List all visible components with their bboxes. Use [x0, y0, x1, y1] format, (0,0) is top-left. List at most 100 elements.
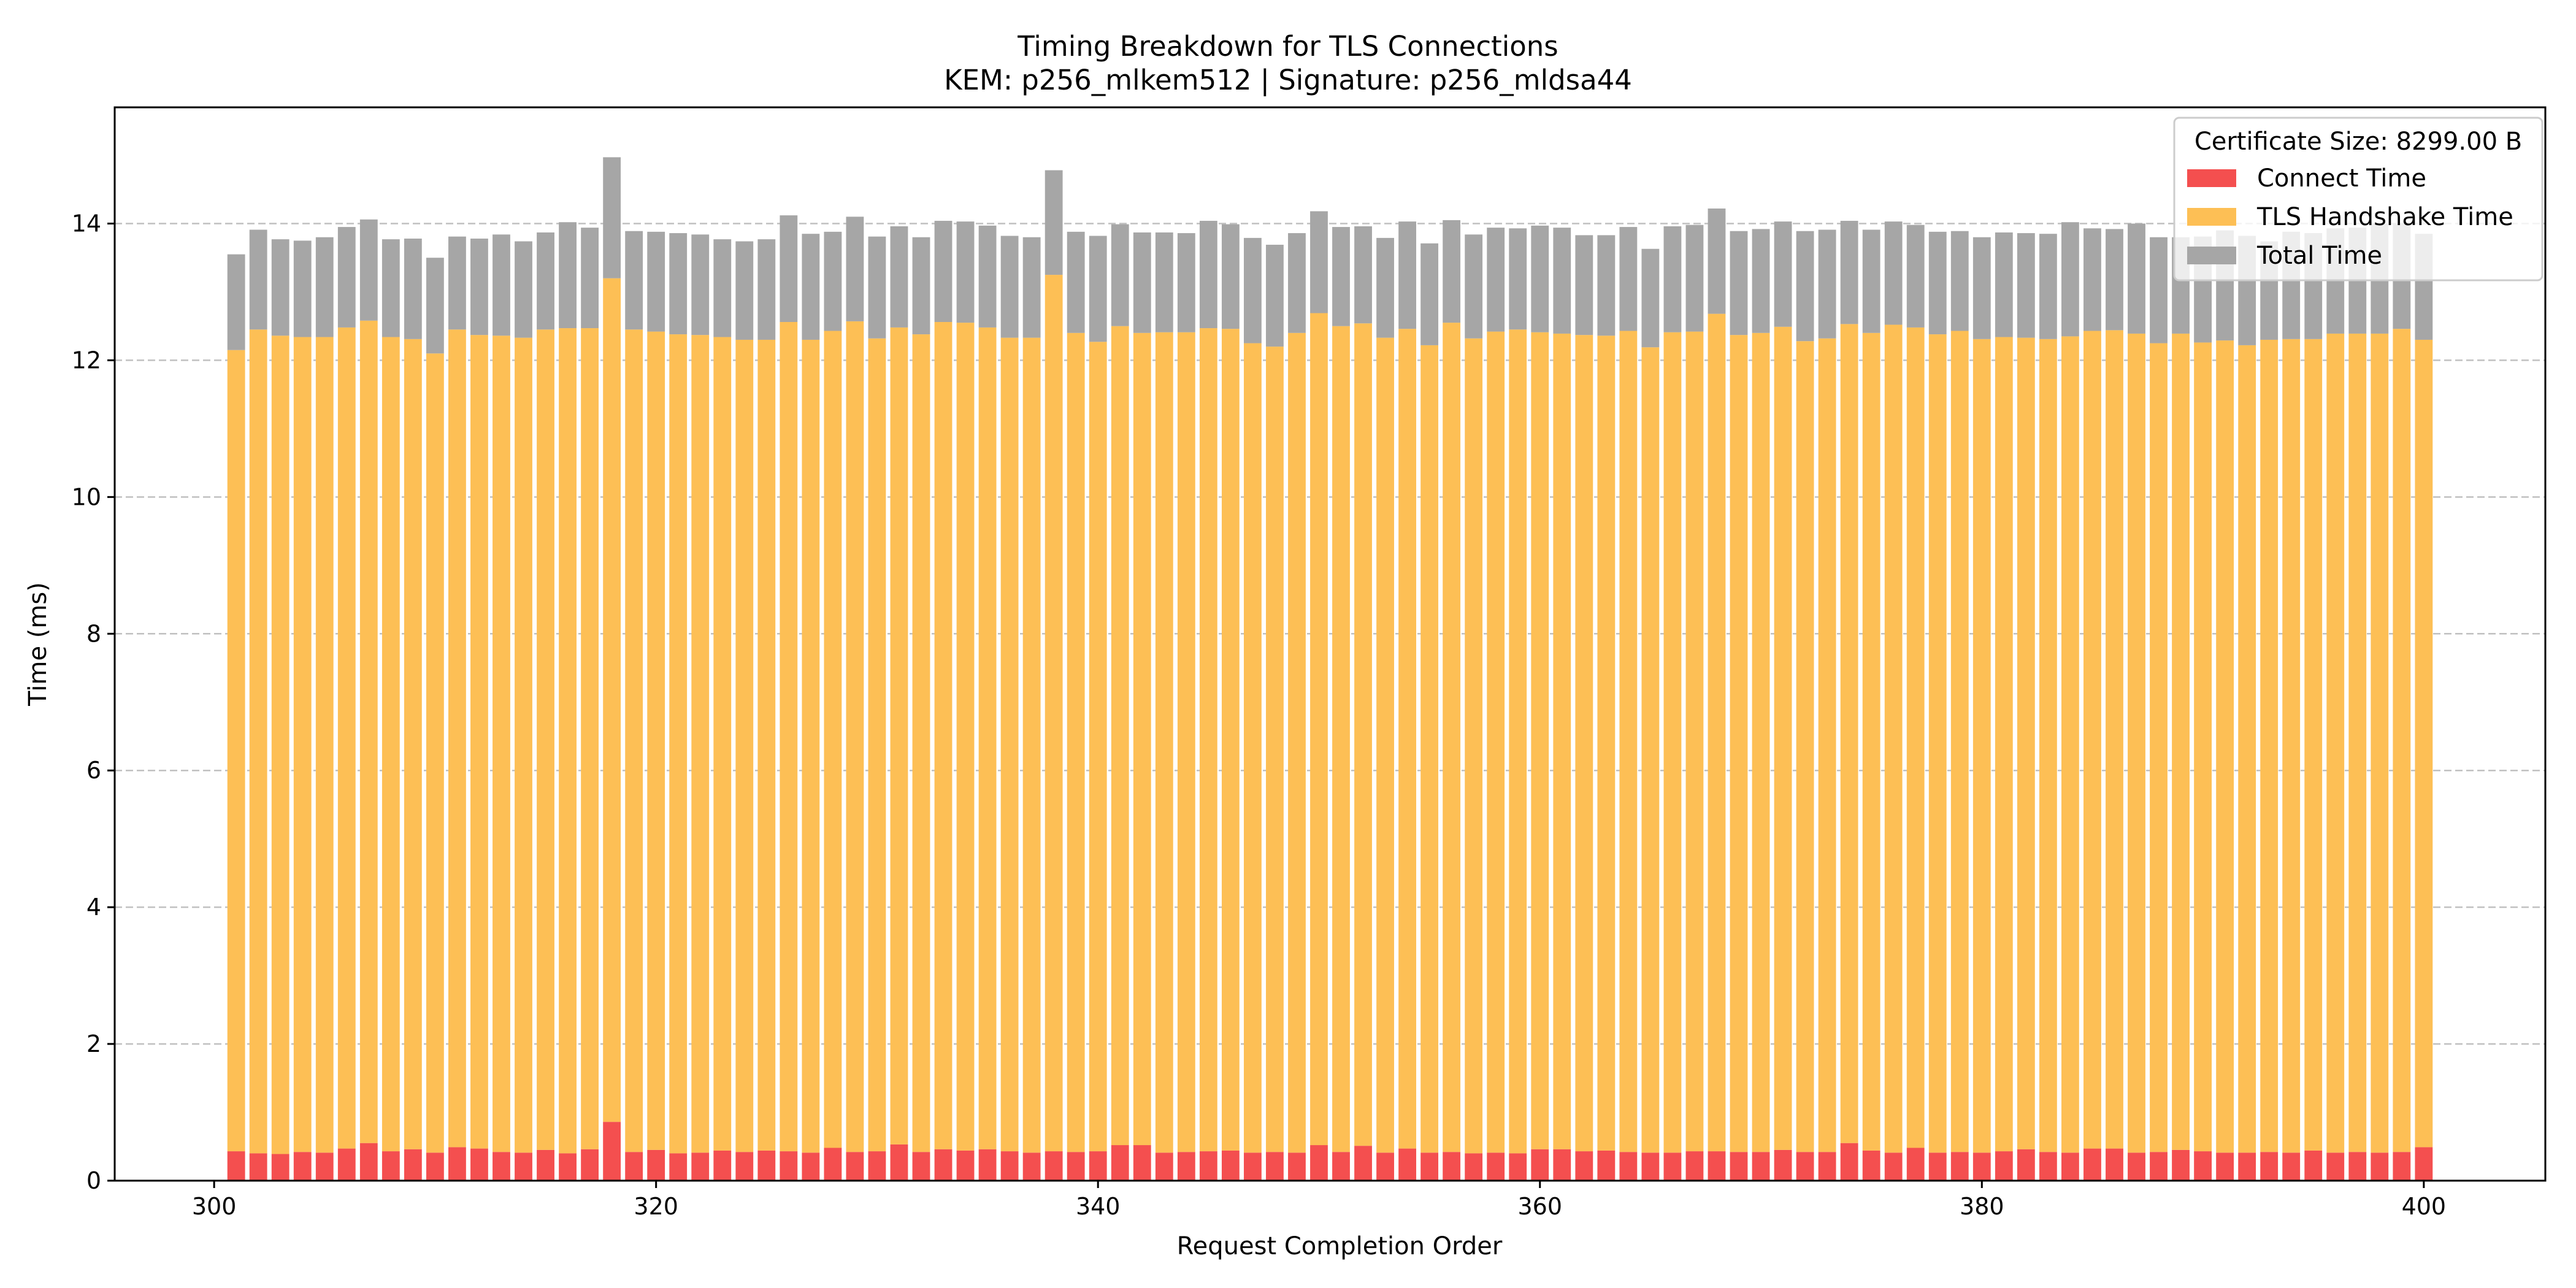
bar-connect	[1045, 1151, 1063, 1181]
bar-total	[1531, 225, 1549, 332]
bar-connect	[824, 1148, 842, 1181]
bar-handshake	[1972, 339, 1991, 1153]
bar-connect	[1332, 1152, 1350, 1181]
bar-connect	[603, 1122, 621, 1181]
plot-frame	[113, 106, 2547, 1182]
bar-connect	[2282, 1152, 2301, 1181]
bar-connect	[1818, 1152, 1836, 1181]
bar-total	[1509, 228, 1527, 330]
bar-connect	[1509, 1153, 1527, 1181]
chart-title: Timing Breakdown for TLS Connections	[1017, 30, 1558, 63]
bar-total	[404, 239, 422, 339]
x-tick-label: 340	[1076, 1193, 1121, 1220]
bar-total	[1199, 221, 1217, 329]
bar-total	[978, 225, 997, 328]
bar-connect	[1111, 1145, 1129, 1181]
bar-total	[1221, 224, 1240, 329]
bar-handshake	[581, 328, 599, 1149]
bar-handshake	[493, 335, 510, 1152]
x-tick-label: 400	[2402, 1193, 2447, 1220]
bar-handshake	[1199, 328, 1217, 1152]
bar-handshake	[1067, 332, 1085, 1152]
bar-total	[735, 241, 754, 340]
bar-connect	[1928, 1152, 1947, 1181]
bar-total	[1465, 234, 1483, 339]
legend-label-total: Total Time	[2256, 242, 2382, 270]
bar-total	[1862, 229, 1880, 333]
bar-handshake	[1995, 337, 2013, 1152]
bar-total	[890, 226, 908, 328]
bar-handshake	[2106, 330, 2123, 1149]
bar-handshake	[846, 321, 864, 1152]
bar-handshake	[1884, 324, 1903, 1153]
bar-handshake	[2282, 339, 2301, 1153]
bar-connect	[2238, 1152, 2256, 1181]
bar-handshake	[912, 334, 930, 1152]
bar-connect	[735, 1152, 754, 1181]
bar-total	[1928, 231, 1947, 335]
y-tick-label: 0	[86, 1167, 101, 1194]
bar-handshake	[1862, 332, 1880, 1151]
bar-total	[1000, 236, 1019, 338]
bar-connect	[2150, 1152, 2168, 1181]
bar-total	[1067, 231, 1085, 333]
bar-connect	[381, 1151, 400, 1181]
bar-connect	[515, 1152, 532, 1181]
bar-total	[1155, 232, 1173, 332]
bar-handshake	[625, 329, 643, 1152]
bar-connect	[934, 1149, 953, 1181]
y-tick-label: 4	[86, 894, 101, 921]
bar-handshake	[647, 331, 665, 1150]
bar-connect	[404, 1149, 422, 1181]
bar-total	[1332, 227, 1350, 326]
y-tick-label: 2	[86, 1030, 101, 1057]
bar-connect	[1950, 1152, 1969, 1181]
bar-connect	[625, 1152, 643, 1181]
bar-connect	[2039, 1152, 2057, 1181]
bar-total	[1840, 221, 1858, 324]
bar-handshake	[404, 339, 422, 1149]
y-tick-label: 14	[72, 210, 101, 237]
bar-total	[1774, 221, 1792, 327]
bar-total	[1752, 229, 1770, 333]
bar-total	[1177, 233, 1195, 332]
bar-handshake	[1663, 332, 1682, 1153]
bar-handshake	[315, 337, 334, 1153]
bar-total	[2039, 234, 2057, 339]
bar-handshake	[1000, 337, 1019, 1152]
bar-handshake	[2415, 339, 2433, 1148]
bar-handshake	[359, 320, 378, 1143]
bar-total	[1420, 243, 1439, 345]
bar-total	[1443, 220, 1461, 323]
bar-total	[2150, 237, 2168, 343]
bar-handshake	[1487, 331, 1505, 1153]
bar-connect	[2393, 1152, 2411, 1181]
bar-connect	[227, 1151, 245, 1181]
bar-total	[691, 234, 710, 335]
bar-handshake	[735, 339, 754, 1152]
bar-handshake	[1619, 331, 1638, 1152]
bar-handshake	[448, 329, 466, 1148]
bar-handshake	[1310, 313, 1328, 1146]
bar-total	[315, 237, 334, 337]
bar-total	[1730, 231, 1748, 335]
bar-handshake	[713, 337, 732, 1151]
bar-connect	[293, 1152, 312, 1181]
bar-handshake	[934, 322, 953, 1149]
bar-connect	[1796, 1152, 1814, 1181]
bar-total	[359, 219, 378, 321]
bar-total	[271, 239, 289, 336]
bar-total	[1354, 226, 1372, 324]
bar-total	[227, 254, 245, 350]
bar-connect	[2128, 1152, 2145, 1181]
bar-total	[1972, 237, 1991, 339]
bar-total	[1663, 226, 1682, 332]
x-tick-label: 320	[634, 1193, 678, 1220]
bar-total	[2017, 233, 2035, 338]
bar-handshake	[2348, 333, 2367, 1152]
bar-handshake	[537, 329, 554, 1150]
bar-handshake	[1730, 335, 1748, 1152]
bar-handshake	[956, 323, 975, 1151]
bar-total	[249, 229, 267, 330]
